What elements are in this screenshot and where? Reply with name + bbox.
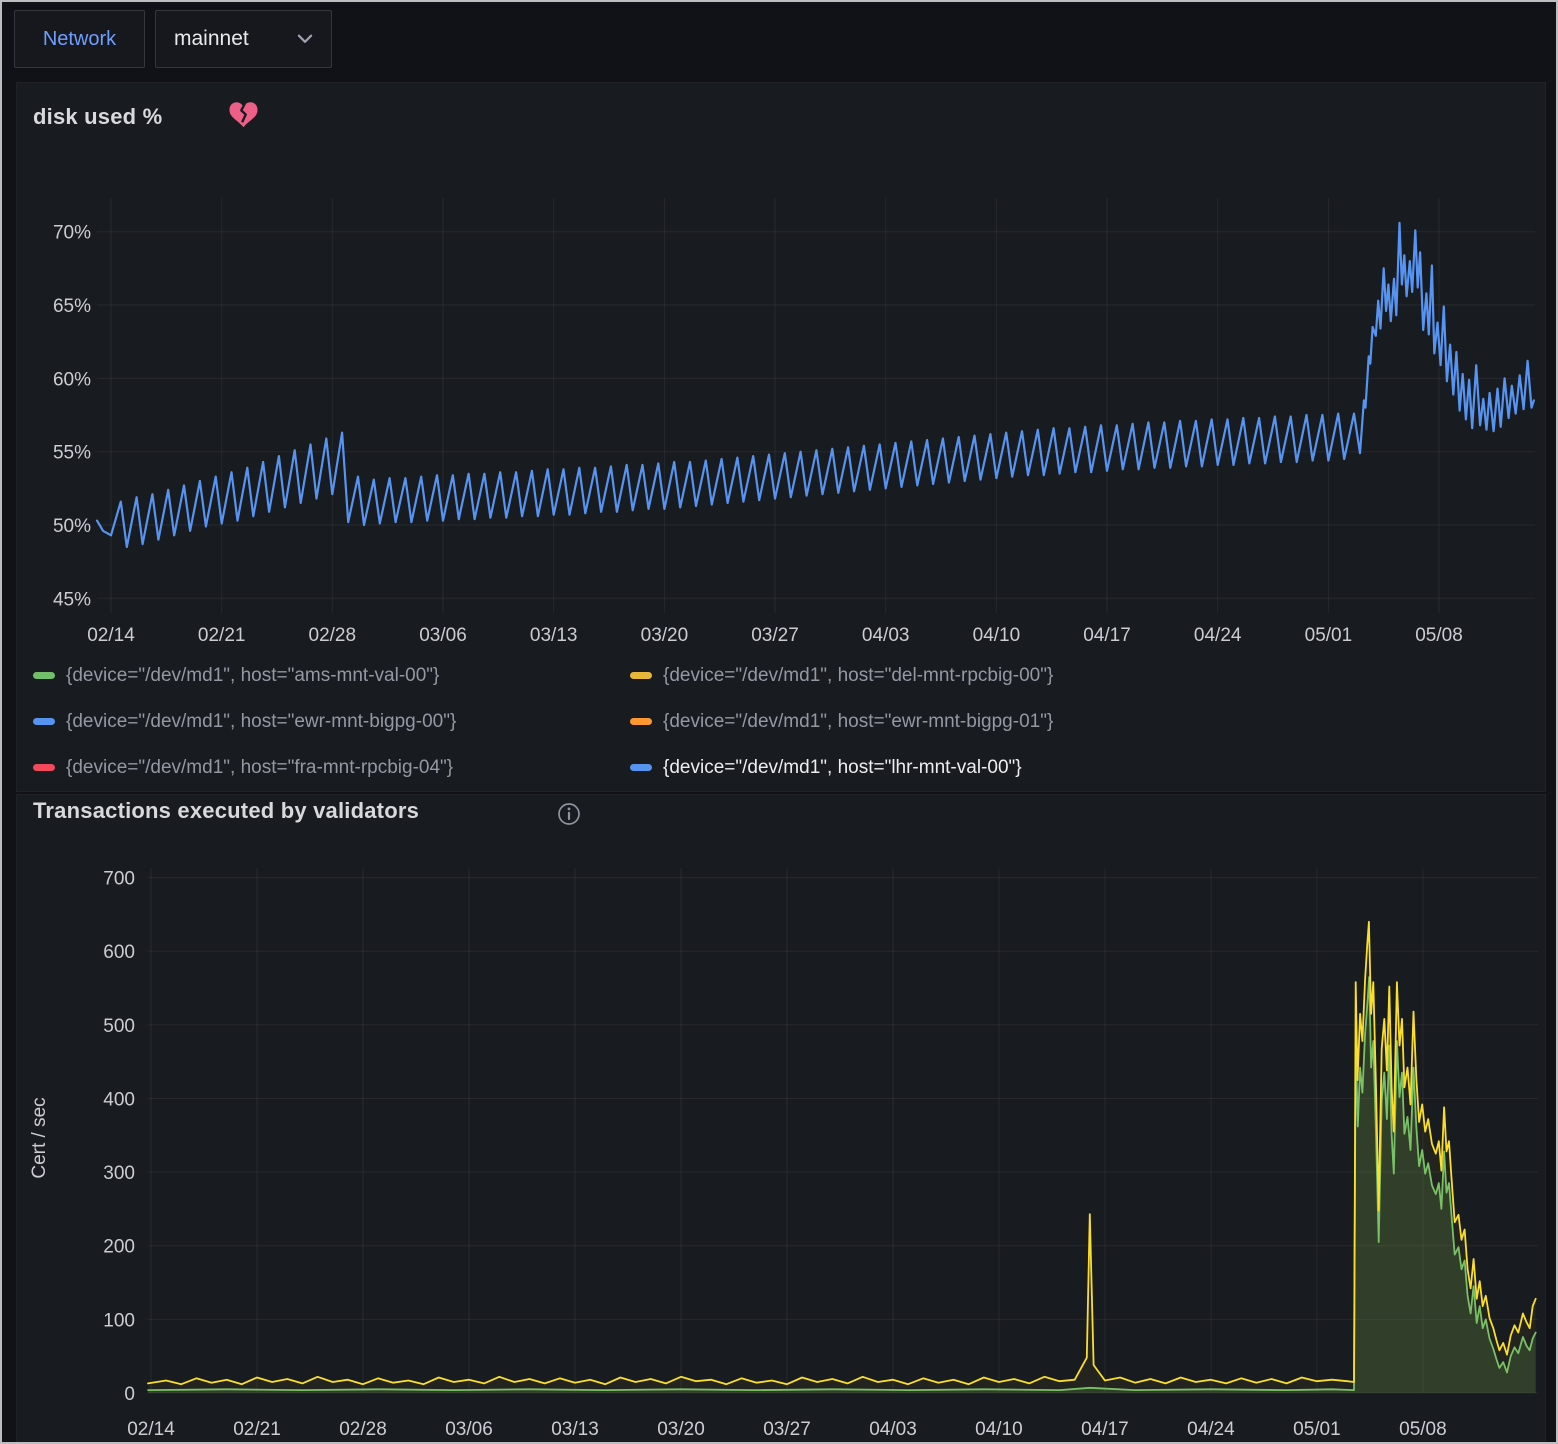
series-line-tx-green (148, 977, 1536, 1390)
legend-label: {device="/dev/md1", host="del-mnt-rpcbig… (663, 665, 1053, 687)
legend-swatch (33, 764, 55, 771)
y-axis-label: Cert / sec (29, 1097, 50, 1178)
x-tick-label: 02/14 (127, 1419, 175, 1440)
y-tick-label: 50% (53, 516, 91, 537)
legend-swatch (630, 718, 652, 725)
x-tick-label: 04/10 (973, 625, 1021, 646)
series-area-tx-green (148, 977, 1536, 1393)
x-tick-label: 04/17 (1081, 1419, 1129, 1440)
x-tick-label: 05/08 (1415, 625, 1463, 646)
x-tick-label: 04/03 (869, 1419, 917, 1440)
legend-swatch (33, 718, 55, 725)
x-tick-label: 02/21 (198, 625, 246, 646)
transactions-panel: Transactions executed by validators 0100… (16, 794, 1546, 1444)
legend-item-ams-mnt-val-00[interactable]: {device="/dev/md1", host="ams-mnt-val-00… (33, 661, 630, 690)
disk-used-panel: disk used % 45%50%55%60%65%70%02/1402/21… (16, 82, 1546, 792)
y-tick-label: 55% (53, 443, 91, 464)
legend-item-fra-mnt-rpcbig-04[interactable]: {device="/dev/md1", host="fra-mnt-rpcbig… (33, 753, 630, 782)
y-tick-label: 700 (103, 869, 135, 890)
y-tick-label: 600 (103, 942, 135, 963)
axis-labels: 0 100 200 300 400 500 600 700 02/14 02/21 02/28 03/… (29, 869, 1447, 1440)
x-tick-label: 03/20 (657, 1419, 705, 1440)
x-tick-label: 03/27 (751, 625, 799, 646)
x-tick-label: 05/01 (1305, 625, 1353, 646)
x-tick-label: 05/01 (1293, 1419, 1341, 1440)
network-label-text: Network (43, 28, 116, 51)
x-tick-label: 04/24 (1187, 1419, 1235, 1440)
legend-label: {device="/dev/md1", host="ewr-mnt-bigpg-… (663, 711, 1053, 733)
x-tick-label: 02/28 (309, 625, 357, 646)
legend-label: {device="/dev/md1", host="ams-mnt-val-00… (66, 665, 439, 687)
legend-swatch (33, 672, 55, 679)
legend-swatch (630, 764, 652, 771)
series-line-disk-used-pct (97, 223, 1534, 547)
chevron-down-icon (297, 34, 313, 44)
y-tick-label: 100 (103, 1310, 135, 1331)
legend-item-ewr-mnt-bigpg-01[interactable]: {device="/dev/md1", host="ewr-mnt-bigpg-… (630, 707, 1053, 736)
network-variable-label[interactable]: Network (14, 10, 145, 68)
x-tick-label: 03/13 (551, 1419, 599, 1440)
y-tick-label: 500 (103, 1016, 135, 1037)
x-tick-label: 03/13 (530, 625, 578, 646)
x-tick-label: 02/14 (87, 625, 135, 646)
y-tick-label: 300 (103, 1163, 135, 1184)
legend-label: {device="/dev/md1", host="lhr-mnt-val-00… (663, 757, 1022, 779)
x-tick-label: 04/10 (975, 1419, 1023, 1440)
legend-swatch (630, 672, 652, 679)
axis-labels: 45% 50% 55% 60% 65% 70% 02/14 02/21 02/28 03/06 03… (53, 223, 1463, 646)
x-tick-label: 02/28 (339, 1419, 387, 1440)
network-value-dropdown[interactable]: mainnet (155, 10, 332, 68)
grid (97, 198, 1535, 613)
x-tick-label: 02/21 (233, 1419, 281, 1440)
legend-label: {device="/dev/md1", host="ewr-mnt-bigpg-… (66, 711, 456, 733)
y-tick-label: 45% (53, 589, 91, 610)
tx-chart: 0 100 200 300 400 500 600 700 02/14 02/21 02/28 03/… (17, 795, 1547, 1444)
x-tick-label: 04/24 (1194, 625, 1242, 646)
disk-legend: {device="/dev/md1", host="ams-mnt-val-00… (33, 661, 1053, 782)
x-tick-label: 05/08 (1399, 1419, 1447, 1440)
x-tick-label: 04/17 (1083, 625, 1131, 646)
x-tick-label: 03/06 (419, 625, 467, 646)
legend-item-lhr-mnt-val-00[interactable]: {device="/dev/md1", host="lhr-mnt-val-00… (630, 753, 1053, 782)
network-value-text: mainnet (174, 27, 249, 51)
x-tick-label: 03/06 (445, 1419, 493, 1440)
y-tick-label: 65% (53, 296, 91, 317)
y-tick-label: 70% (53, 223, 91, 244)
legend-item-del-mnt-rpcbig-00[interactable]: {device="/dev/md1", host="del-mnt-rpcbig… (630, 661, 1053, 690)
y-tick-label: 400 (103, 1090, 135, 1111)
y-tick-label: 200 (103, 1237, 135, 1258)
x-tick-label: 03/20 (641, 625, 689, 646)
series-area-tx-yellow (148, 922, 1536, 1393)
grid (148, 868, 1538, 1393)
x-tick-label: 04/03 (862, 625, 910, 646)
series-line-tx-yellow (148, 922, 1536, 1384)
y-tick-label: 60% (53, 369, 91, 390)
dashboard-variables-bar: Network mainnet (2, 2, 1556, 80)
legend-label: {device="/dev/md1", host="fra-mnt-rpcbig… (66, 757, 453, 779)
x-tick-label: 03/27 (763, 1419, 811, 1440)
y-tick-label: 0 (124, 1384, 135, 1405)
grafana-dashboard: Network mainnet disk used % 45%50%55%60%… (0, 0, 1558, 1444)
legend-item-ewr-mnt-bigpg-00[interactable]: {device="/dev/md1", host="ewr-mnt-bigpg-… (33, 707, 630, 736)
